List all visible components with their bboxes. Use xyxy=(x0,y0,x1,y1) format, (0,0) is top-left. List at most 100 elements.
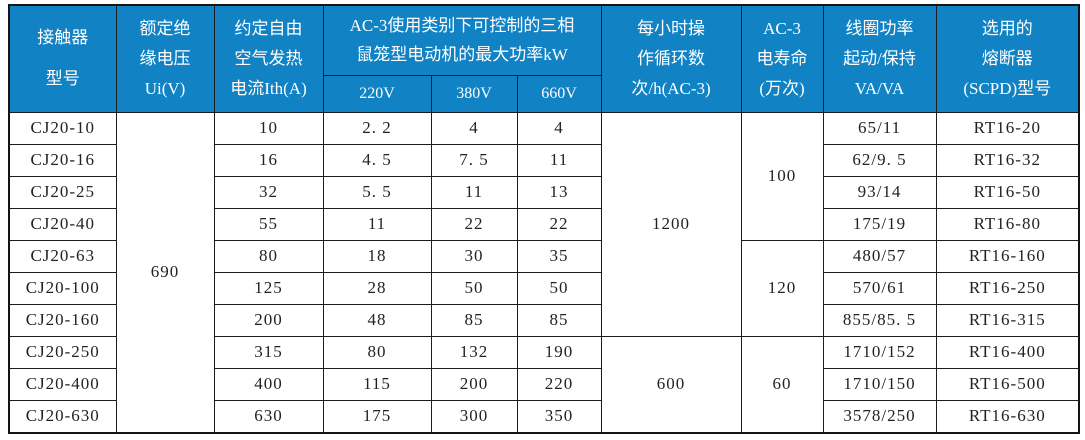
header-660v: 660V xyxy=(516,74,602,113)
cell-fuse-type: RT16-630 xyxy=(935,400,1080,434)
cell-model: CJ20-16 xyxy=(8,143,117,177)
cell-kw-660v: 22 xyxy=(516,207,602,241)
cell-kw-660v: 11 xyxy=(516,143,602,177)
cell-model: CJ20-400 xyxy=(8,368,117,402)
cell-thermal-current: 315 xyxy=(213,336,324,370)
cell-kw-220v: 80 xyxy=(322,336,432,370)
header-contactor-model: 接触器 型号 xyxy=(8,4,117,113)
cell-thermal-current: 55 xyxy=(213,207,324,241)
header-ac3-max-power-group: AC-3使用类别下可控制的三相 鼠笼型电动机的最大功率kW xyxy=(322,4,602,76)
table-row: CJ20-40 55 11 22 22 175/19 RT16-80 xyxy=(8,207,1080,241)
cell-kw-380v: 300 xyxy=(430,400,518,434)
cell-electrical-life: 100 xyxy=(740,111,824,241)
cell-kw-220v: 2. 2 xyxy=(322,111,432,145)
cell-fuse-type: RT16-80 xyxy=(935,207,1080,241)
cell-kw-220v: 28 xyxy=(322,271,432,306)
cell-coil-power: 480/57 xyxy=(822,239,937,273)
cell-kw-380v: 85 xyxy=(430,304,518,338)
cell-kw-380v: 22 xyxy=(430,207,518,241)
cell-thermal-current: 630 xyxy=(213,400,324,434)
cell-coil-power: 570/61 xyxy=(822,271,937,306)
cell-thermal-current: 125 xyxy=(213,271,324,306)
table-row: CJ20-400 400 115 200 220 1710/150 RT16-5… xyxy=(8,368,1080,402)
header-operating-cycles: 每小时操 作循环数 次/h(AC-3) xyxy=(600,4,742,113)
cell-coil-power: 175/19 xyxy=(822,207,937,241)
cell-thermal-current: 200 xyxy=(213,304,324,338)
cell-model: CJ20-100 xyxy=(8,271,117,306)
cell-coil-power: 1710/150 xyxy=(822,368,937,402)
header-thermal-current: 约定自由 空气发热 电流Ith(A) xyxy=(213,4,324,113)
table-row: CJ20-10 690 10 2. 2 4 4 1200 100 65/11 R… xyxy=(8,111,1080,434)
cell-electrical-life: 120 xyxy=(740,239,824,338)
cell-fuse-type: RT16-50 xyxy=(935,175,1080,209)
cell-fuse-type: RT16-20 xyxy=(935,111,1080,145)
header-ac3-electrical-life: AC-3 电寿命 (万次) xyxy=(740,4,824,113)
cell-kw-380v: 50 xyxy=(430,271,518,306)
cell-kw-220v: 115 xyxy=(322,368,432,402)
cell-kw-220v: 175 xyxy=(322,400,432,434)
cell-operating-cycles: 600 xyxy=(600,336,742,434)
cell-coil-power: 3578/250 xyxy=(822,400,937,434)
cell-kw-660v: 35 xyxy=(516,239,602,273)
cell-model: CJ20-160 xyxy=(8,304,117,338)
cell-coil-power: 855/85. 5 xyxy=(822,304,937,338)
cell-kw-380v: 11 xyxy=(430,175,518,209)
cell-kw-660v: 190 xyxy=(516,336,602,370)
cell-model: CJ20-40 xyxy=(8,207,117,241)
cell-kw-660v: 4 xyxy=(516,111,602,145)
header-rated-insulation-voltage: 额定绝 缘电压 Ui(V) xyxy=(115,4,215,113)
cell-kw-220v: 48 xyxy=(322,304,432,338)
header-row-main: 接触器 型号 额定绝 缘电压 Ui(V) 约定自由 空气发热 电流Ith(A) … xyxy=(8,4,1080,113)
cell-kw-220v: 11 xyxy=(322,207,432,241)
table-row: CJ20-160 200 48 85 85 855/85. 5 RT16-315 xyxy=(8,304,1080,338)
table-row: CJ20-16 16 4. 5 7. 5 11 62/9. 5 RT16-32 xyxy=(8,143,1080,177)
cell-coil-power: 1710/152 xyxy=(822,336,937,370)
table-row: CJ20-630 630 175 300 350 3578/250 RT16-6… xyxy=(8,400,1080,434)
cell-kw-660v: 350 xyxy=(516,400,602,434)
header-220v: 220V xyxy=(322,74,432,113)
cell-kw-660v: 13 xyxy=(516,175,602,209)
header-coil-power: 线圈功率 起动/保持 VA/VA xyxy=(822,4,937,113)
contactor-spec-table: 接触器 型号 额定绝 缘电压 Ui(V) 约定自由 空气发热 电流Ith(A) … xyxy=(8,4,1081,434)
table-row: CJ20-25 32 5. 5 11 13 93/14 RT16-50 xyxy=(8,175,1080,209)
cell-model: CJ20-25 xyxy=(8,175,117,209)
cell-fuse-type: RT16-250 xyxy=(935,271,1080,306)
cell-model: CJ20-630 xyxy=(8,400,117,434)
table-row: CJ20-63 80 18 30 35 120 480/57 RT16-160 xyxy=(8,239,1080,338)
cell-kw-380v: 7. 5 xyxy=(430,143,518,177)
cell-kw-380v: 4 xyxy=(430,111,518,145)
cell-fuse-type: RT16-500 xyxy=(935,368,1080,402)
cell-fuse-type: RT16-160 xyxy=(935,239,1080,273)
cell-thermal-current: 32 xyxy=(213,175,324,209)
cell-thermal-current: 16 xyxy=(213,143,324,177)
cell-coil-power: 65/11 xyxy=(822,111,937,145)
cell-kw-660v: 50 xyxy=(516,271,602,306)
cell-kw-220v: 4. 5 xyxy=(322,143,432,177)
cell-model: CJ20-10 xyxy=(8,111,117,145)
table-row: CJ20-100 125 28 50 50 570/61 RT16-250 xyxy=(8,271,1080,306)
cell-operating-cycles: 1200 xyxy=(600,111,742,338)
cell-kw-220v: 18 xyxy=(322,239,432,273)
cell-kw-660v: 85 xyxy=(516,304,602,338)
cell-fuse-type: RT16-315 xyxy=(935,304,1080,338)
cell-electrical-life: 60 xyxy=(740,336,824,434)
cell-model: CJ20-250 xyxy=(8,336,117,370)
cell-kw-380v: 200 xyxy=(430,368,518,402)
header-380v: 380V xyxy=(430,74,518,113)
cell-kw-660v: 220 xyxy=(516,368,602,402)
cell-model: CJ20-63 xyxy=(8,239,117,273)
cell-coil-power: 62/9. 5 xyxy=(822,143,937,177)
cell-fuse-type: RT16-32 xyxy=(935,143,1080,177)
cell-kw-220v: 5. 5 xyxy=(322,175,432,209)
header-fuse-type: 选用的 熔断器 (SCPD)型号 xyxy=(935,4,1080,113)
header-row-voltages: 220V 380V 660V xyxy=(9,74,1079,113)
cell-kw-380v: 30 xyxy=(430,239,518,273)
cell-thermal-current: 80 xyxy=(213,239,324,273)
cell-kw-380v: 132 xyxy=(430,336,518,370)
cell-coil-power: 93/14 xyxy=(822,175,937,209)
cell-thermal-current: 10 xyxy=(213,111,324,145)
table-row: CJ20-250 315 80 132 190 600 60 1710/152 … xyxy=(8,336,1080,434)
cell-fuse-type: RT16-400 xyxy=(935,336,1080,370)
cell-rated-insulation-voltage: 690 xyxy=(115,111,215,434)
cell-thermal-current: 400 xyxy=(213,368,324,402)
